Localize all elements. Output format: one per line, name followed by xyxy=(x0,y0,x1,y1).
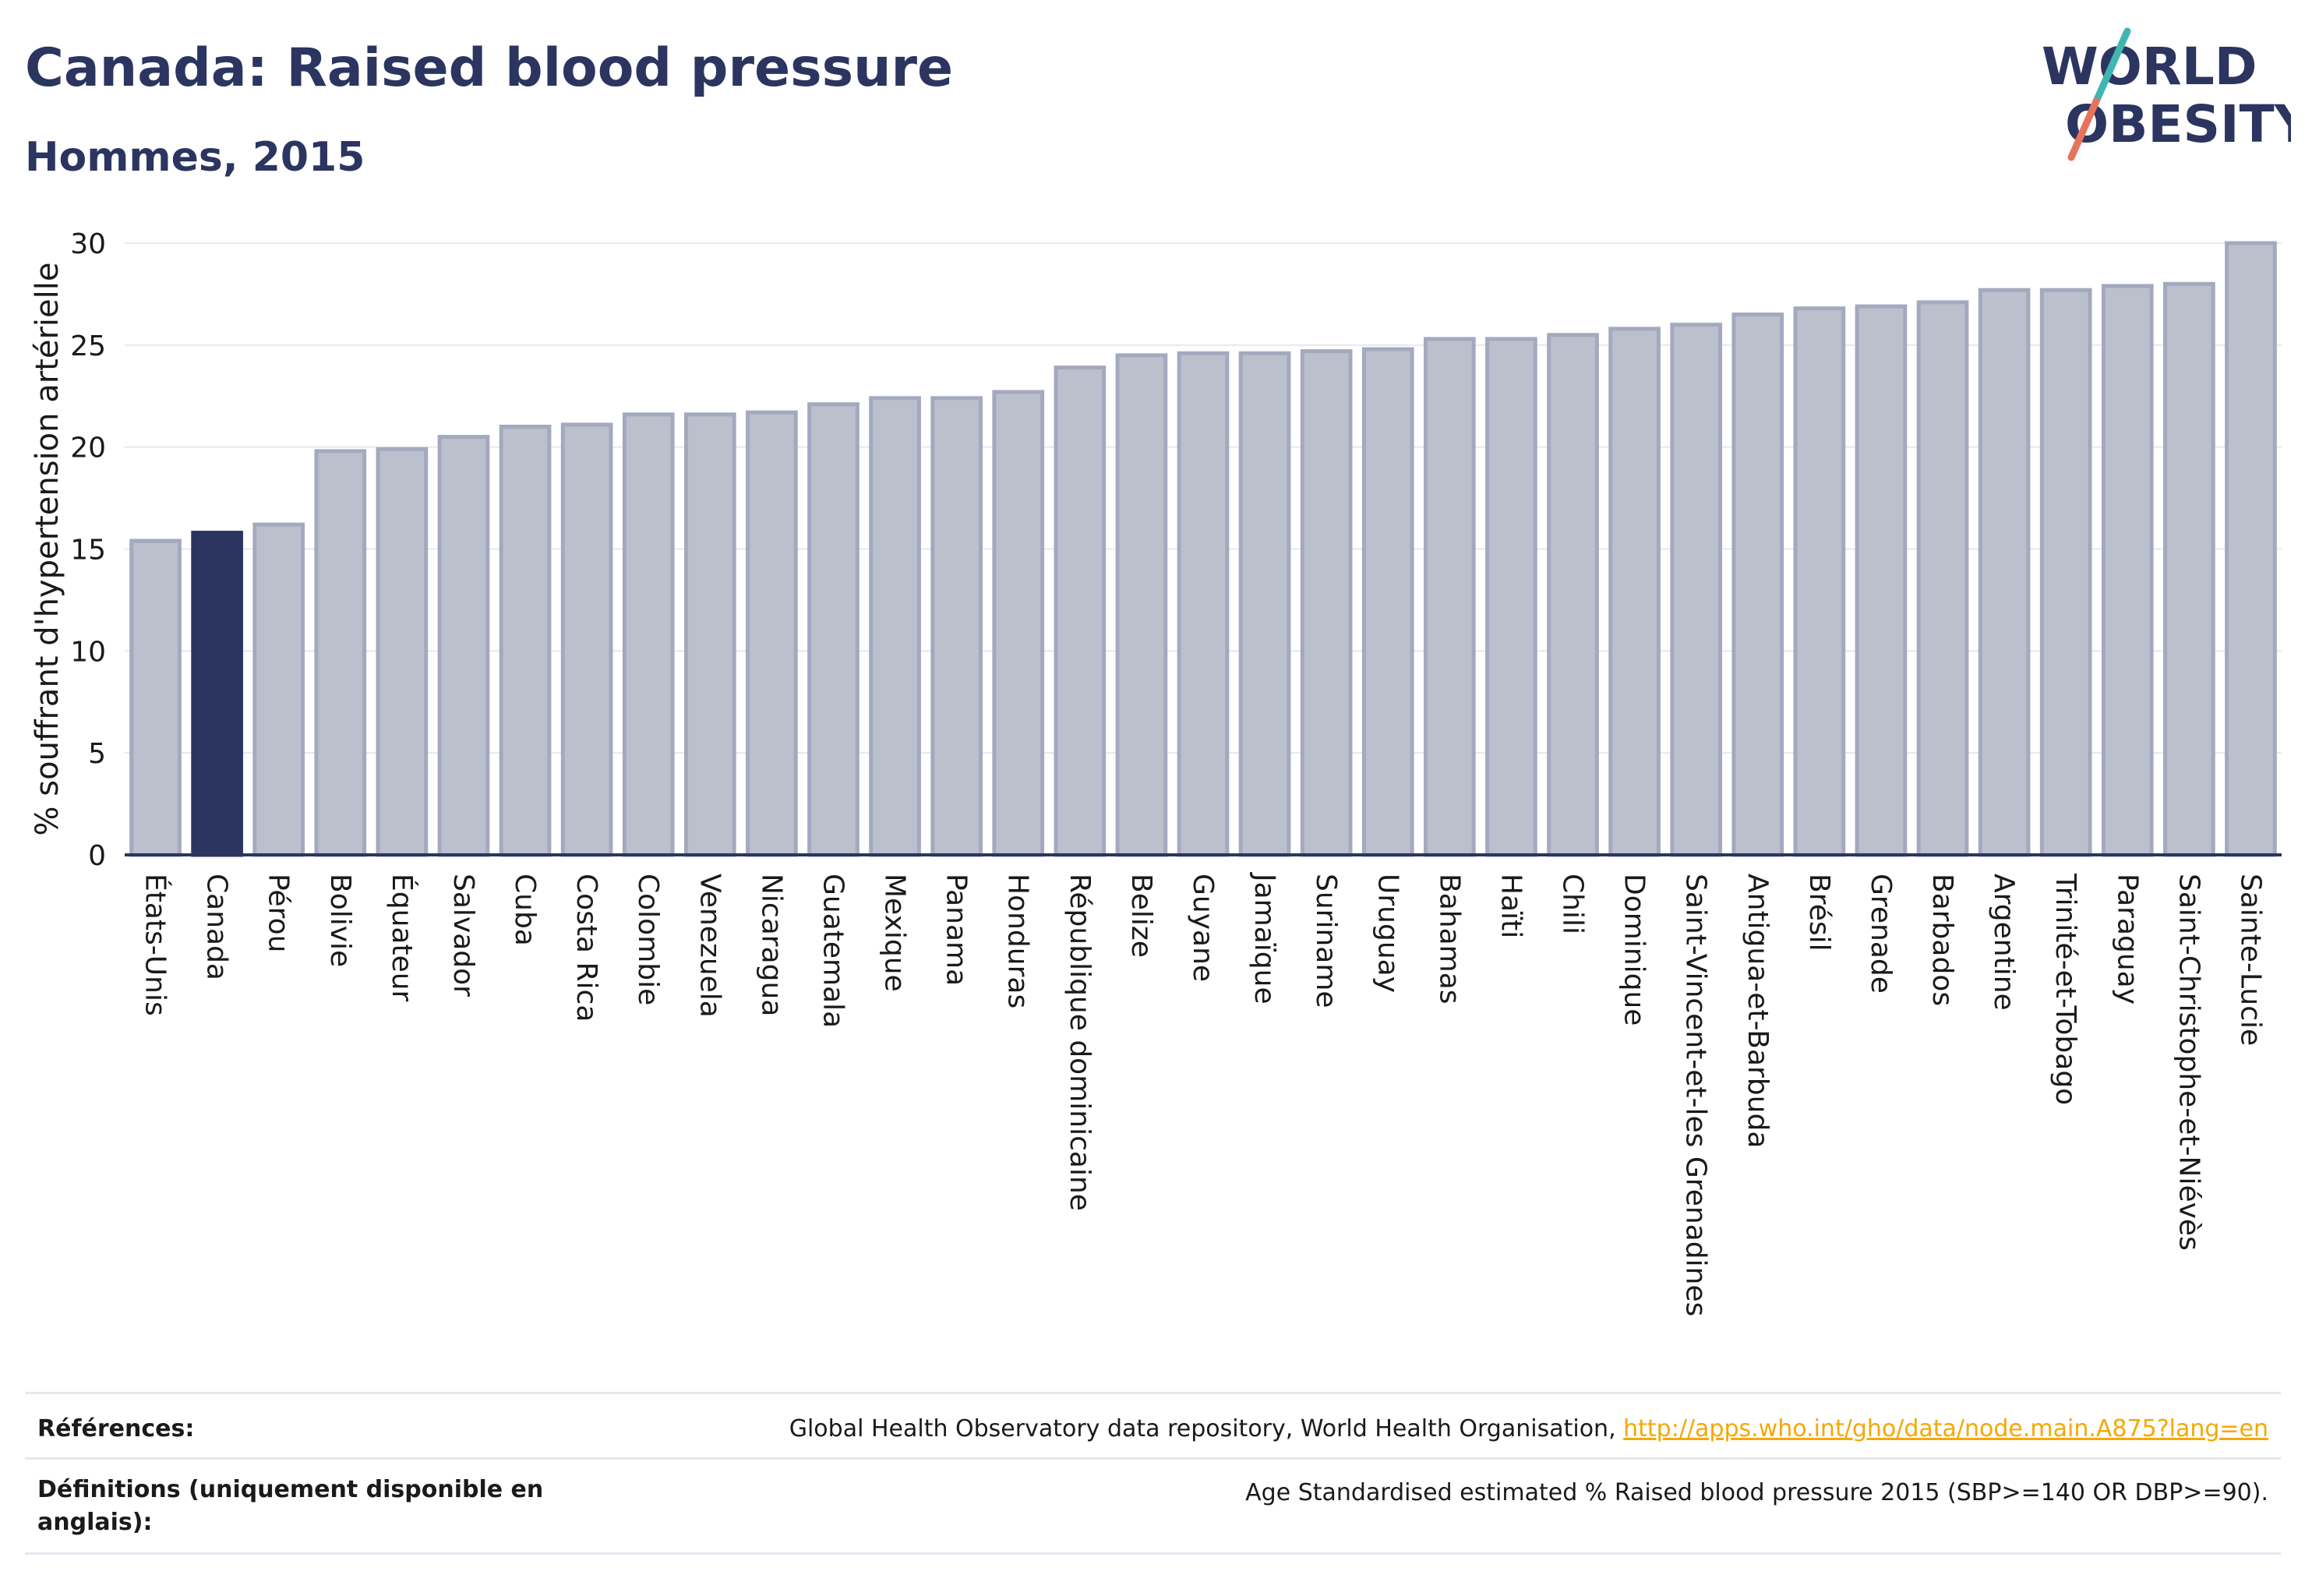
x-tick-label: Colombie xyxy=(632,874,664,1005)
definitions-row: Définitions (uniquement disponible en an… xyxy=(25,1457,2281,1555)
bar xyxy=(1177,351,1230,857)
bar xyxy=(869,396,921,857)
x-tick-label: Saint-Vincent-et-les Grenadines xyxy=(1680,874,1712,1316)
x-tick-label: Panama xyxy=(941,874,972,986)
bar xyxy=(129,538,182,857)
bar xyxy=(1485,337,1537,857)
bar xyxy=(1916,300,1969,857)
bar xyxy=(622,412,675,857)
x-tick-label: Bahamas xyxy=(1433,874,1465,1005)
x-tick-label: Suriname xyxy=(1310,874,1342,1008)
bar xyxy=(1238,351,1291,857)
bar xyxy=(683,412,736,857)
chart-subtitle: Hommes, 2015 xyxy=(25,134,365,181)
bar xyxy=(1793,306,1846,857)
x-tick-label: Honduras xyxy=(1002,874,1034,1008)
y-tick-label: 30 xyxy=(70,228,106,260)
x-tick-label: Pérou xyxy=(263,874,295,952)
x-tick-label: Haïti xyxy=(1495,874,1527,938)
x-tick-label: Guyane xyxy=(1187,874,1219,982)
bar xyxy=(2101,284,2154,857)
bar xyxy=(437,435,490,857)
references-link[interactable]: http://apps.who.int/gho/data/node.main.A… xyxy=(1623,1415,2268,1442)
x-tick-label: République dominicaine xyxy=(1064,874,1096,1211)
x-tick-label: Canada xyxy=(201,874,233,980)
x-tick-label: Nicaragua xyxy=(755,874,787,1016)
bar xyxy=(1978,288,2031,857)
x-tick-label: États-Unis xyxy=(139,874,172,1016)
bar xyxy=(1731,312,1784,857)
x-tick-label: Paraguay xyxy=(2111,874,2143,1005)
x-tick-label: Mexique xyxy=(879,874,911,992)
bar xyxy=(2039,288,2092,857)
bar xyxy=(1547,333,1599,857)
bar xyxy=(1608,327,1661,857)
y-tick-label: 20 xyxy=(70,433,106,464)
x-tick-label: Trinité-et-Tobago xyxy=(2049,873,2081,1105)
y-tick-label: 15 xyxy=(70,535,106,567)
x-tick-label: Équateur xyxy=(386,874,418,1002)
references-row: Références: Global Health Observatory da… xyxy=(25,1392,2281,1460)
references-text: Global Health Observatory data repositor… xyxy=(789,1415,1624,1442)
footer-divider xyxy=(25,1552,2281,1555)
x-tick-label: Barbados xyxy=(1926,874,1958,1006)
x-tick-label: Belize xyxy=(1125,874,1157,958)
x-tick-label: Costa Rica xyxy=(570,874,602,1022)
bar xyxy=(376,447,429,857)
x-tick-label: Uruguay xyxy=(1371,874,1403,993)
footer: Références: Global Health Observatory da… xyxy=(25,1392,2281,1555)
bar xyxy=(1855,304,1908,857)
bar xyxy=(252,522,305,857)
bar xyxy=(2163,281,2215,857)
bar xyxy=(992,390,1045,857)
y-tick-label: 0 xyxy=(88,840,106,872)
x-tick-label: Jamaïque xyxy=(1248,872,1280,1005)
chart-title: Canada: Raised blood pressure xyxy=(25,37,954,99)
x-tick-label: Chili xyxy=(1557,874,1589,934)
y-tick-label: 25 xyxy=(70,330,106,362)
x-tick-label: Cuba xyxy=(509,874,541,946)
bar xyxy=(1670,323,1723,857)
x-tick-label: Bolivie xyxy=(324,874,356,967)
y-axis-label: % souffrant d'hypertension artérielle xyxy=(30,263,65,836)
bar xyxy=(1300,349,1353,857)
bar-chart: 0 5 10 15 20 25 30% souffrant d'hypertension a… xyxy=(30,228,2282,1316)
bar xyxy=(2225,241,2277,857)
x-tick-label: Argentine xyxy=(1988,874,2020,1011)
y-tick-label: 5 xyxy=(88,738,106,770)
x-tick-label: Sainte-Lucie xyxy=(2234,874,2266,1046)
bar xyxy=(560,422,613,857)
bar xyxy=(1361,347,1414,857)
bar xyxy=(1115,353,1168,857)
bar xyxy=(191,531,243,857)
definitions-text: Age Standardised estimated % Raised bloo… xyxy=(1245,1479,2268,1506)
x-tick-label: Grenade xyxy=(1865,874,1897,994)
definitions-label: Définitions (uniquement disponible en an… xyxy=(37,1476,544,1536)
bar xyxy=(314,449,367,857)
bar xyxy=(807,402,860,857)
x-tick-label: Antigua-et-Barbuda xyxy=(1742,874,1774,1148)
x-tick-label: Saint-Christophe-et-Niévès xyxy=(2173,874,2204,1251)
bar xyxy=(930,396,983,857)
logo-line2: OBESITY xyxy=(2065,94,2291,154)
bar xyxy=(499,425,552,857)
bar xyxy=(746,410,798,857)
x-tick-label: Venezuela xyxy=(694,874,725,1018)
x-tick-label: Salvador xyxy=(447,874,479,997)
x-tick-label: Guatemala xyxy=(817,874,849,1028)
bar xyxy=(1423,337,1476,857)
references-value: Global Health Observatory data repositor… xyxy=(789,1413,2268,1446)
references-label: Références: xyxy=(37,1415,195,1442)
x-tick-label: Dominique xyxy=(1618,874,1650,1026)
world-obesity-logo: WORLD OBESITY xyxy=(2042,27,2291,161)
logo-line1: WORLD xyxy=(2042,37,2257,97)
bar xyxy=(1054,365,1107,857)
y-tick-label: 10 xyxy=(70,636,106,668)
x-tick-label: Brésil xyxy=(1803,874,1835,952)
